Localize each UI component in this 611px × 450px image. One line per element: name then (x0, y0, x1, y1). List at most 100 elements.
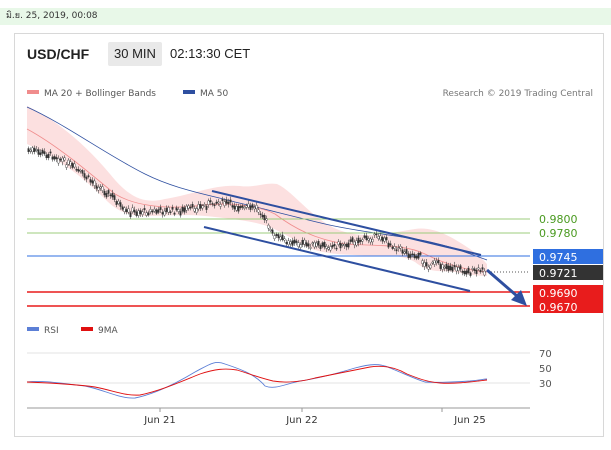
rsi-ma-legend-swatch (81, 327, 93, 331)
candle-body (331, 244, 334, 248)
candle-body (153, 208, 156, 212)
candle-body (111, 192, 114, 198)
candle-body (443, 266, 446, 269)
candle-body (147, 212, 150, 216)
candle-body (183, 207, 186, 213)
candle-body (45, 154, 48, 159)
candle-body (251, 204, 254, 208)
candle-body (349, 239, 352, 242)
candle-body (189, 207, 192, 209)
bollinger-band (27, 106, 487, 276)
candle-body (397, 247, 400, 249)
candle-body (467, 267, 470, 273)
candle-body (181, 206, 184, 212)
candle-body (375, 233, 378, 236)
candle-body (363, 235, 366, 238)
candle-body (39, 152, 42, 156)
candle-body (195, 208, 198, 213)
candle-body (67, 159, 70, 165)
candle-body (201, 205, 204, 209)
candle-body (177, 209, 180, 212)
candle-body (281, 234, 284, 241)
support-label-s2: 0.9670 (539, 301, 578, 314)
candle-body (171, 207, 174, 210)
x-axis-label-jun25: Jun 25 (453, 415, 486, 426)
candle-body (127, 208, 130, 213)
candle-body (413, 254, 416, 258)
candle-body (365, 235, 368, 240)
candle-body (83, 173, 86, 178)
candle-body (117, 200, 120, 204)
candle-body (95, 185, 98, 189)
candle-body (297, 242, 300, 247)
candle-body (369, 238, 372, 243)
chart-time-label: 02:13:30 CET (170, 46, 251, 61)
currency-pair-title: USD/CHF (27, 46, 90, 62)
candle-body (105, 193, 108, 198)
candle-body (31, 147, 34, 153)
candle-body (357, 237, 360, 244)
candle-body (77, 169, 80, 172)
candle-body (155, 209, 158, 214)
forecast-arrow-shaft (486, 268, 518, 298)
candle-body (345, 243, 348, 248)
candle-body (347, 242, 350, 248)
candle-body (165, 207, 168, 212)
x-axis-label-jun21: Jun 21 (143, 415, 176, 426)
candle-body (361, 239, 364, 242)
candle-body (221, 199, 224, 201)
ma20-legend-swatch (27, 90, 39, 94)
candle-body (191, 204, 194, 208)
chart-card: USD/CHF 30 MIN 02:13:30 CET MA 20 + Boll… (14, 33, 604, 437)
resistance-label-r1: 0.9780 (539, 227, 578, 240)
candle-body (459, 265, 462, 270)
candle-body (421, 260, 424, 264)
candle-body (91, 180, 94, 184)
candle-body (107, 190, 110, 194)
support-label-s1: 0.9690 (539, 287, 578, 300)
channel-lower-line (203, 226, 471, 292)
candle-body (35, 149, 38, 151)
x-axis-label-jun22: Jun 22 (285, 415, 318, 426)
candle-body (159, 207, 162, 210)
candle-body (429, 264, 432, 269)
candle-body (277, 234, 280, 239)
candle-body (465, 270, 468, 275)
candle-body (411, 253, 414, 256)
candle-body (449, 265, 452, 271)
candle-body (473, 268, 476, 271)
candle-body (99, 186, 102, 189)
candle-body (197, 204, 200, 210)
candle-body (339, 243, 342, 249)
candle-body (447, 265, 450, 271)
candle-body (29, 149, 32, 152)
candle-body (379, 235, 382, 241)
price-chart: MA 20 + Bollinger Bands MA 50 Research ©… (26, 89, 603, 426)
candle-body (223, 201, 226, 206)
candle-body (289, 241, 292, 245)
candle-body (343, 243, 346, 246)
support-tag-s1 (533, 285, 603, 300)
candle-body (167, 207, 170, 213)
candle-body (115, 201, 118, 205)
candle-body (327, 247, 330, 250)
credit-label: Research © 2019 Trading Central (443, 89, 593, 99)
candle-body (269, 228, 272, 231)
candle-body (139, 210, 142, 214)
candle-body (431, 261, 434, 264)
candle-body (241, 205, 244, 208)
candle-body (37, 149, 40, 155)
candle-body (87, 175, 90, 178)
candle-body (259, 213, 262, 215)
candle-body (85, 176, 88, 180)
candle-body (377, 236, 380, 239)
candle-body (263, 215, 266, 221)
candle-body (33, 147, 36, 152)
candle-body (393, 246, 396, 249)
candle-body (309, 247, 312, 249)
current-price-label: 0.9721 (539, 267, 578, 280)
candle-body (335, 247, 338, 250)
timeframe-badge[interactable]: 30 MIN (108, 42, 162, 66)
candle-body (389, 243, 392, 246)
candle-body (353, 241, 356, 246)
